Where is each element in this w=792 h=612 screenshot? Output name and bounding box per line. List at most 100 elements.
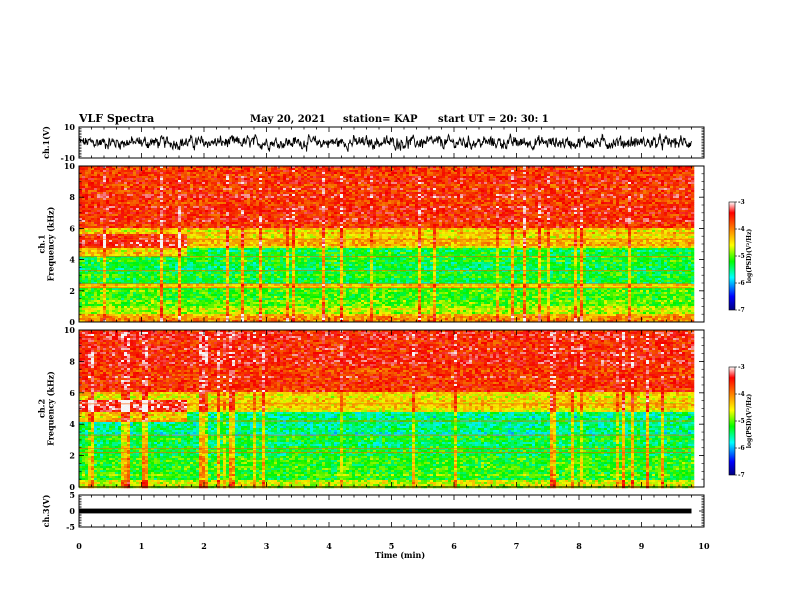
spectrogram-cell	[271, 190, 275, 193]
spectrogram-cell	[154, 186, 158, 189]
spectrogram-cell	[241, 208, 245, 211]
spectrogram-cell	[106, 210, 110, 213]
spectrogram-cell	[568, 202, 572, 205]
spectrogram-cell	[415, 200, 419, 203]
spectrogram-cell	[280, 202, 284, 205]
spectrogram-cell	[307, 202, 311, 205]
spectrogram-cell	[631, 178, 635, 181]
spectrogram-cell	[649, 192, 653, 195]
spectrogram-cell	[538, 194, 542, 197]
spectrogram-cell	[637, 210, 641, 213]
spectrogram-cell	[196, 188, 200, 191]
spectrogram-cell	[283, 178, 287, 181]
spectrogram-cell	[553, 174, 557, 177]
spectrogram-cell	[553, 166, 557, 169]
spectrogram-cell	[229, 192, 233, 195]
spectrogram-cell	[418, 166, 422, 169]
spectrogram-cell	[151, 180, 155, 183]
spectrogram-cell	[196, 200, 200, 203]
spectrogram-cell	[265, 182, 269, 185]
spectrogram-cell	[418, 188, 422, 191]
spectrogram-cell	[91, 192, 95, 195]
spectrogram-cell	[664, 186, 668, 189]
spectrogram-cell	[103, 192, 107, 195]
spectrogram-cell	[616, 186, 620, 189]
spectrogram-cell	[361, 190, 365, 193]
spectrogram-cell	[373, 188, 377, 191]
spectrogram-cell	[322, 212, 326, 215]
spectrogram-cell	[322, 188, 326, 191]
spectrogram-cell	[436, 172, 440, 175]
spectrogram-cell	[193, 178, 197, 181]
spectrogram-cell	[691, 174, 695, 177]
spectrogram-cell	[430, 176, 434, 179]
spectrogram-cell	[466, 192, 470, 195]
spectrogram-cell	[316, 192, 320, 195]
spectrogram-cell	[361, 178, 365, 181]
spectrogram-cell	[382, 210, 386, 213]
spectrogram-cell	[409, 178, 413, 181]
spectrogram-cell	[574, 196, 578, 199]
spectrogram-cell	[541, 190, 545, 193]
spectrogram-cell	[685, 174, 689, 177]
spectrogram-cell	[685, 180, 689, 183]
spectrogram-cell	[559, 210, 563, 213]
spectrogram-cell	[487, 194, 491, 197]
spectrogram-cell	[667, 170, 671, 173]
spectrogram-cell	[157, 202, 161, 205]
spectrogram-cell	[346, 188, 350, 191]
spectrogram-cell	[622, 190, 626, 193]
spectrogram-cell	[385, 200, 389, 203]
spectrogram-cell	[472, 174, 476, 177]
spectrogram-cell	[481, 172, 485, 175]
spectrogram-cell	[88, 168, 92, 171]
spectrogram-cell	[103, 178, 107, 181]
spectrogram-cell	[478, 190, 482, 193]
spectrogram-cell	[163, 194, 167, 197]
spectrogram-cell	[106, 196, 110, 199]
spectrogram-cell	[247, 194, 251, 197]
spectrogram-cell	[157, 200, 161, 203]
spectrogram-cell	[283, 196, 287, 199]
spectrogram-cell	[562, 196, 566, 199]
spectrogram-cell	[397, 200, 401, 203]
spectrogram-cell	[304, 182, 308, 185]
spectrogram-cell	[373, 178, 377, 181]
spectrogram-cell	[379, 208, 383, 211]
spectrogram-cell	[259, 206, 263, 209]
spectrogram-cell	[517, 178, 521, 181]
spectrogram-cell	[139, 182, 143, 185]
spectrogram-cell	[490, 210, 494, 213]
spectrogram-cell	[448, 180, 452, 183]
spectrogram-cell	[484, 166, 488, 169]
spectrogram-cell	[337, 190, 341, 193]
spectrogram-cell	[688, 168, 692, 171]
spectrogram-cell	[430, 168, 434, 171]
spectrogram-cell	[619, 176, 623, 179]
spectrogram-cell	[667, 208, 671, 211]
spectrogram-cell	[271, 208, 275, 211]
spectrogram-cell	[565, 210, 569, 213]
spectrogram-cell	[244, 198, 248, 201]
spectrogram-cell	[133, 192, 137, 195]
spectrogram-cell	[643, 188, 647, 191]
spectrogram-cell	[148, 190, 152, 193]
spectrogram-cell	[376, 210, 380, 213]
spectrogram-cell	[103, 170, 107, 173]
spectrogram-cell	[364, 170, 368, 173]
spectrogram-cell	[298, 178, 302, 181]
spectrogram-cell	[613, 194, 617, 197]
spectrogram-cell	[97, 182, 101, 185]
spectrogram-cell	[430, 192, 434, 195]
spectrogram-cell	[691, 194, 695, 197]
spectrogram-cell	[181, 196, 185, 199]
spectrogram-cell	[292, 210, 296, 213]
spectrogram-cell	[511, 192, 515, 195]
spectrogram-cell	[121, 170, 125, 173]
spectrogram-cell	[448, 204, 452, 207]
spectrogram-cell	[133, 208, 137, 211]
spectrogram-cell	[463, 176, 467, 179]
spectrogram-cell	[139, 188, 143, 191]
spectrogram-cell	[109, 198, 113, 201]
spectrogram-cell	[610, 198, 614, 201]
